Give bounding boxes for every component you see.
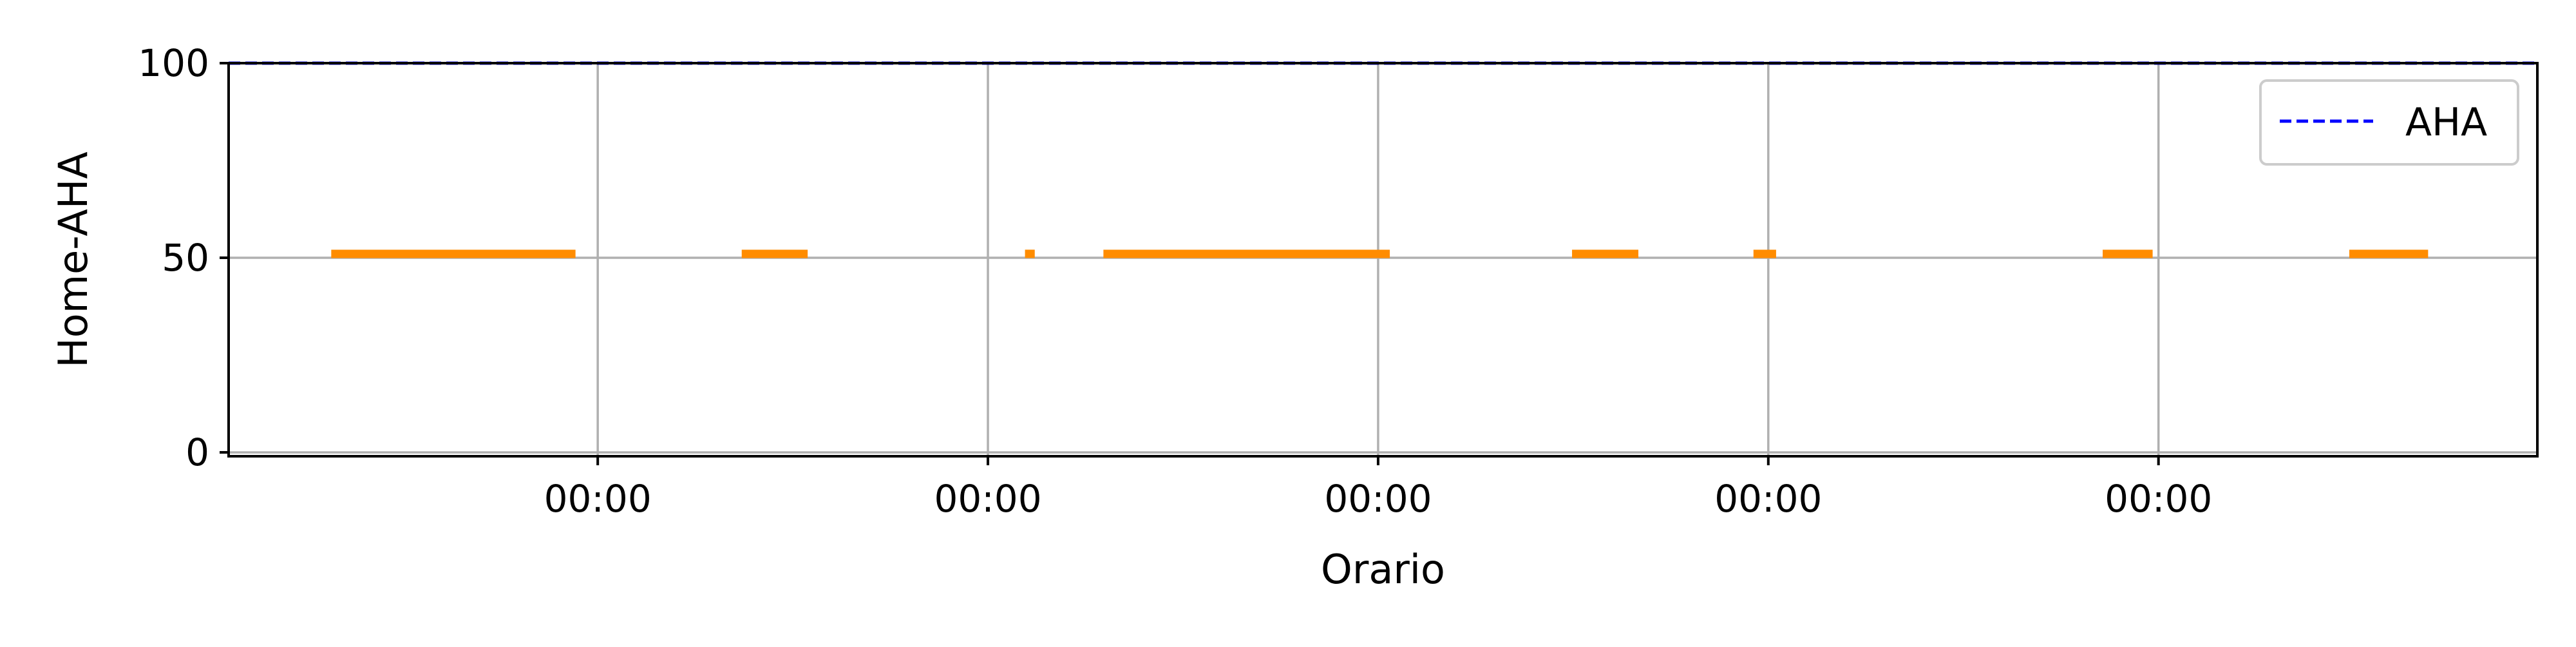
series-layer	[229, 61, 2537, 258]
y-tick-label-1: 50	[162, 236, 209, 280]
x-axis-label: Orario	[1321, 546, 1445, 593]
y-axis-label: Home-AHA	[50, 151, 97, 368]
legend-label-aha: AHA	[2405, 100, 2487, 145]
x-tick-label-0: 00:00	[544, 477, 652, 521]
legend: AHA	[2259, 79, 2519, 166]
x-tick-label-2: 00:00	[1324, 477, 1432, 521]
axes-layer	[227, 62, 2539, 458]
y-tick-label-2: 100	[138, 41, 209, 85]
legend-box	[2259, 79, 2519, 166]
y-tick-label-0: 0	[185, 430, 209, 474]
x-tick-label-1: 00:00	[934, 477, 1041, 521]
x-tick-label-3: 00:00	[1714, 477, 1822, 521]
x-tick-label-4: 00:00	[2105, 477, 2212, 521]
ticks-layer: 00:00 00:00 00:00 00:00 00:00 0 50 100	[138, 41, 2212, 521]
plot-frame	[227, 62, 2539, 458]
